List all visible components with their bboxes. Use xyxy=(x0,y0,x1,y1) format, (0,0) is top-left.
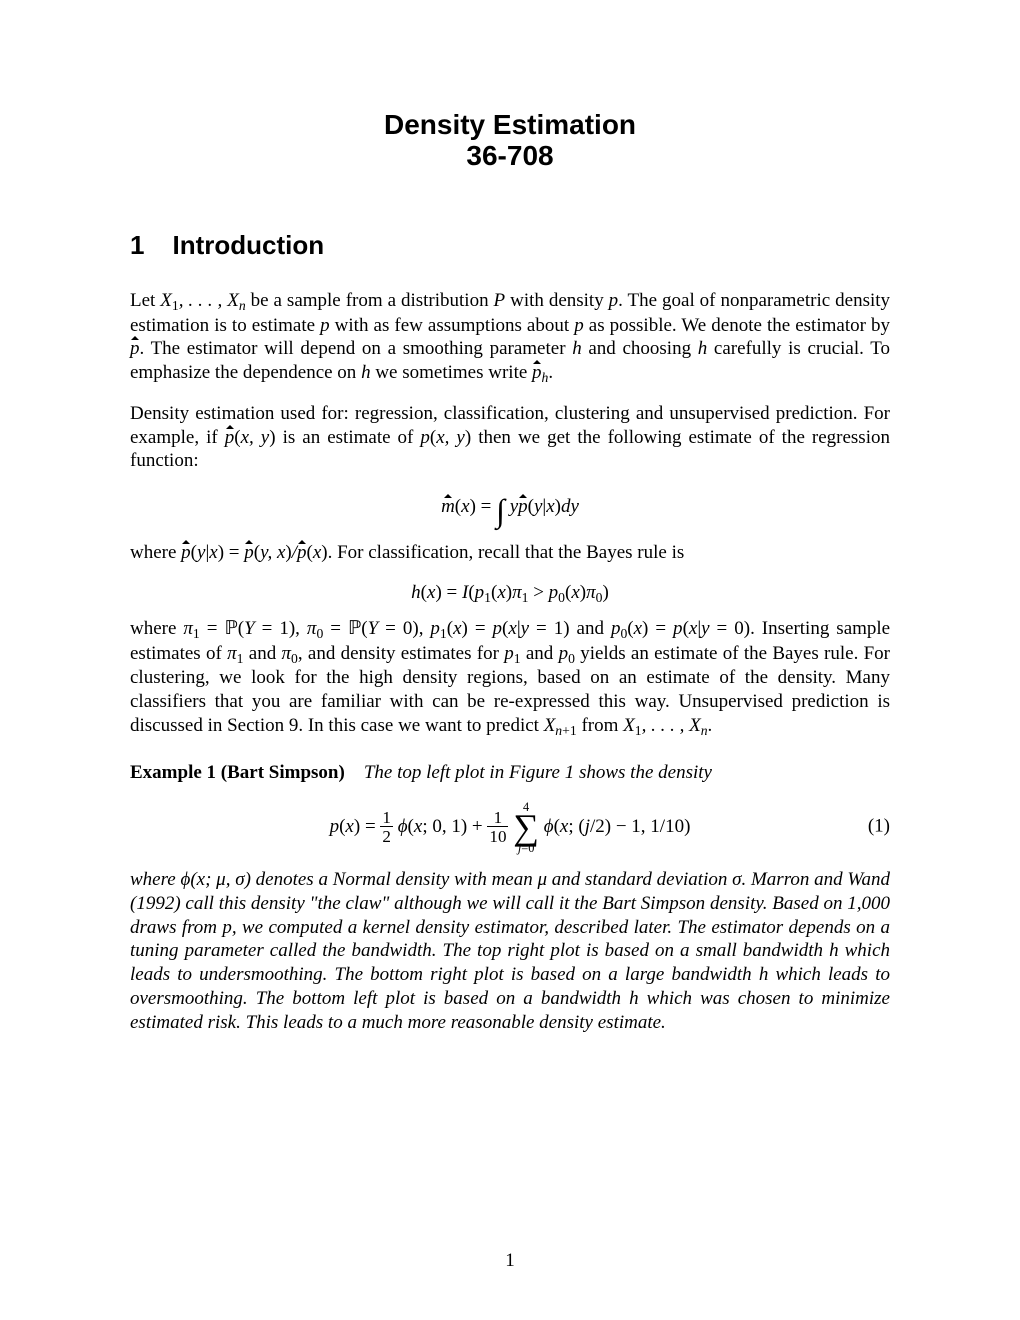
math-inline: p(x, y) xyxy=(225,427,276,448)
math-inline: p(y|x) = p(y, x)/p(x) xyxy=(181,542,327,563)
paragraph-5: where ϕ(x; μ, σ) denotes a Normal densit… xyxy=(130,868,890,1034)
math-inline: h xyxy=(361,362,371,383)
text: we sometimes write xyxy=(371,362,532,383)
math-inline: ph xyxy=(532,362,548,383)
math-inline: π0 = ℙ(Y = 0) xyxy=(307,618,419,639)
equation-regression: m(x) = ∫ yp(y|x)dy xyxy=(130,489,890,531)
math-inline: p1 xyxy=(504,643,520,664)
text: . For classification, recall that the Ba… xyxy=(328,542,685,563)
text: , xyxy=(295,618,307,639)
math-inline: Xn+1 xyxy=(544,715,577,736)
math-inline: h xyxy=(698,338,708,359)
math-inline: π1 xyxy=(227,643,243,664)
text: where xyxy=(130,618,183,639)
text: Let xyxy=(130,290,160,311)
math-inline: p0(x) = p(x|y = 0) xyxy=(611,618,750,639)
text: with density xyxy=(505,290,609,311)
math-inline: p1(x) = p(x|y = 1) xyxy=(430,618,569,639)
text: . xyxy=(548,362,553,383)
page-number: 1 xyxy=(0,1250,1020,1272)
paragraph-2: Density estimation used for: regression,… xyxy=(130,402,890,473)
math-inline: p(x, y) xyxy=(420,427,471,448)
title-line-1: Density Estimation xyxy=(130,110,890,141)
title-line-2: 36-708 xyxy=(130,141,890,172)
example-lead-text: The top left plot in Figure 1 shows the … xyxy=(364,762,712,783)
text: and choosing xyxy=(582,338,698,359)
equation-number: (1) xyxy=(868,815,890,840)
text: , and density estimates for xyxy=(298,643,504,664)
example-lead: Example 1 (Bart Simpson) The top left pl… xyxy=(130,761,890,785)
math-inline: π1 = ℙ(Y = 1) xyxy=(183,618,295,639)
text: , xyxy=(419,618,431,639)
text: and xyxy=(243,643,281,664)
text: as possible. We denote the estimator by xyxy=(584,315,890,336)
text: from xyxy=(577,715,623,736)
math-inline: p xyxy=(130,338,140,359)
page: Density Estimation 36-708 1Introduction … xyxy=(0,0,1020,1320)
math-inline: p xyxy=(609,290,619,311)
text: . The estimator will depend on a smoothi… xyxy=(140,338,573,359)
math-inline: h xyxy=(572,338,582,359)
text: is an estimate of xyxy=(276,427,421,448)
section-heading: 1 Introduction xyxy=(130,230,890,261)
math-inline: P xyxy=(494,290,506,311)
paragraph-1: Let X1, . . . , Xn be a sample from a di… xyxy=(130,289,890,386)
section-number: 1 xyxy=(130,230,144,261)
section-name: Introduction xyxy=(172,230,324,260)
text: . xyxy=(708,715,713,736)
text: and xyxy=(521,643,559,664)
text: and xyxy=(570,618,611,639)
math-inline: p xyxy=(574,315,584,336)
paragraph-3: where p(y|x) = p(y, x)/p(x). For classif… xyxy=(130,541,890,565)
math-inline: X1, . . . , Xn xyxy=(160,290,245,311)
example-label: Example 1 (Bart Simpson) xyxy=(130,762,345,783)
math-inline: π0 xyxy=(282,643,298,664)
text: be a sample from a distribution xyxy=(246,290,494,311)
title-block: Density Estimation 36-708 xyxy=(130,110,890,172)
math-inline: X1, . . . , Xn xyxy=(623,715,707,736)
equation-bart-simpson: p(x) = 12 ϕ(x; 0, 1) + 110 4∑j=0 ϕ(x; (j… xyxy=(130,801,890,855)
math-inline: p xyxy=(320,315,330,336)
equation-bayes-rule: h(x) = I(p1(x)π1 > p0(x)π0) xyxy=(130,581,890,607)
text: where xyxy=(130,542,181,563)
math-inline: p0 xyxy=(559,643,575,664)
paragraph-4: where π1 = ℙ(Y = 1), π0 = ℙ(Y = 0), p1(x… xyxy=(130,617,890,739)
text: with as few assumptions about xyxy=(330,315,575,336)
